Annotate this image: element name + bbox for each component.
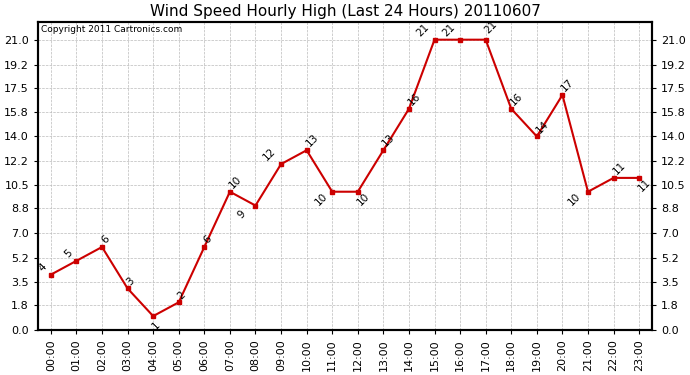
Text: 10: 10 xyxy=(313,190,329,207)
Text: 11: 11 xyxy=(611,160,627,177)
Text: 13: 13 xyxy=(304,132,320,149)
Text: 4: 4 xyxy=(37,261,48,273)
Text: 5: 5 xyxy=(63,248,75,259)
Text: 2: 2 xyxy=(176,289,188,301)
Text: 10: 10 xyxy=(566,190,582,207)
Text: 13: 13 xyxy=(380,132,397,149)
Text: 1: 1 xyxy=(150,320,162,332)
Text: 9: 9 xyxy=(236,209,248,221)
Text: 17: 17 xyxy=(560,77,576,94)
Title: Wind Speed Hourly High (Last 24 Hours) 20110607: Wind Speed Hourly High (Last 24 Hours) 2… xyxy=(150,4,540,19)
Text: 6: 6 xyxy=(99,234,111,246)
Text: 14: 14 xyxy=(534,118,551,135)
Text: Copyright 2011 Cartronics.com: Copyright 2011 Cartronics.com xyxy=(41,25,182,34)
Text: 3: 3 xyxy=(125,275,137,287)
Text: 10: 10 xyxy=(227,174,244,190)
Text: 11: 11 xyxy=(636,177,653,193)
Text: 10: 10 xyxy=(355,190,371,207)
Text: 16: 16 xyxy=(509,91,525,107)
Text: 21: 21 xyxy=(440,22,457,38)
Text: 16: 16 xyxy=(406,91,422,107)
Text: 21: 21 xyxy=(483,19,500,36)
Text: 21: 21 xyxy=(415,22,431,38)
Text: 6: 6 xyxy=(201,234,213,246)
Text: 12: 12 xyxy=(262,146,278,163)
